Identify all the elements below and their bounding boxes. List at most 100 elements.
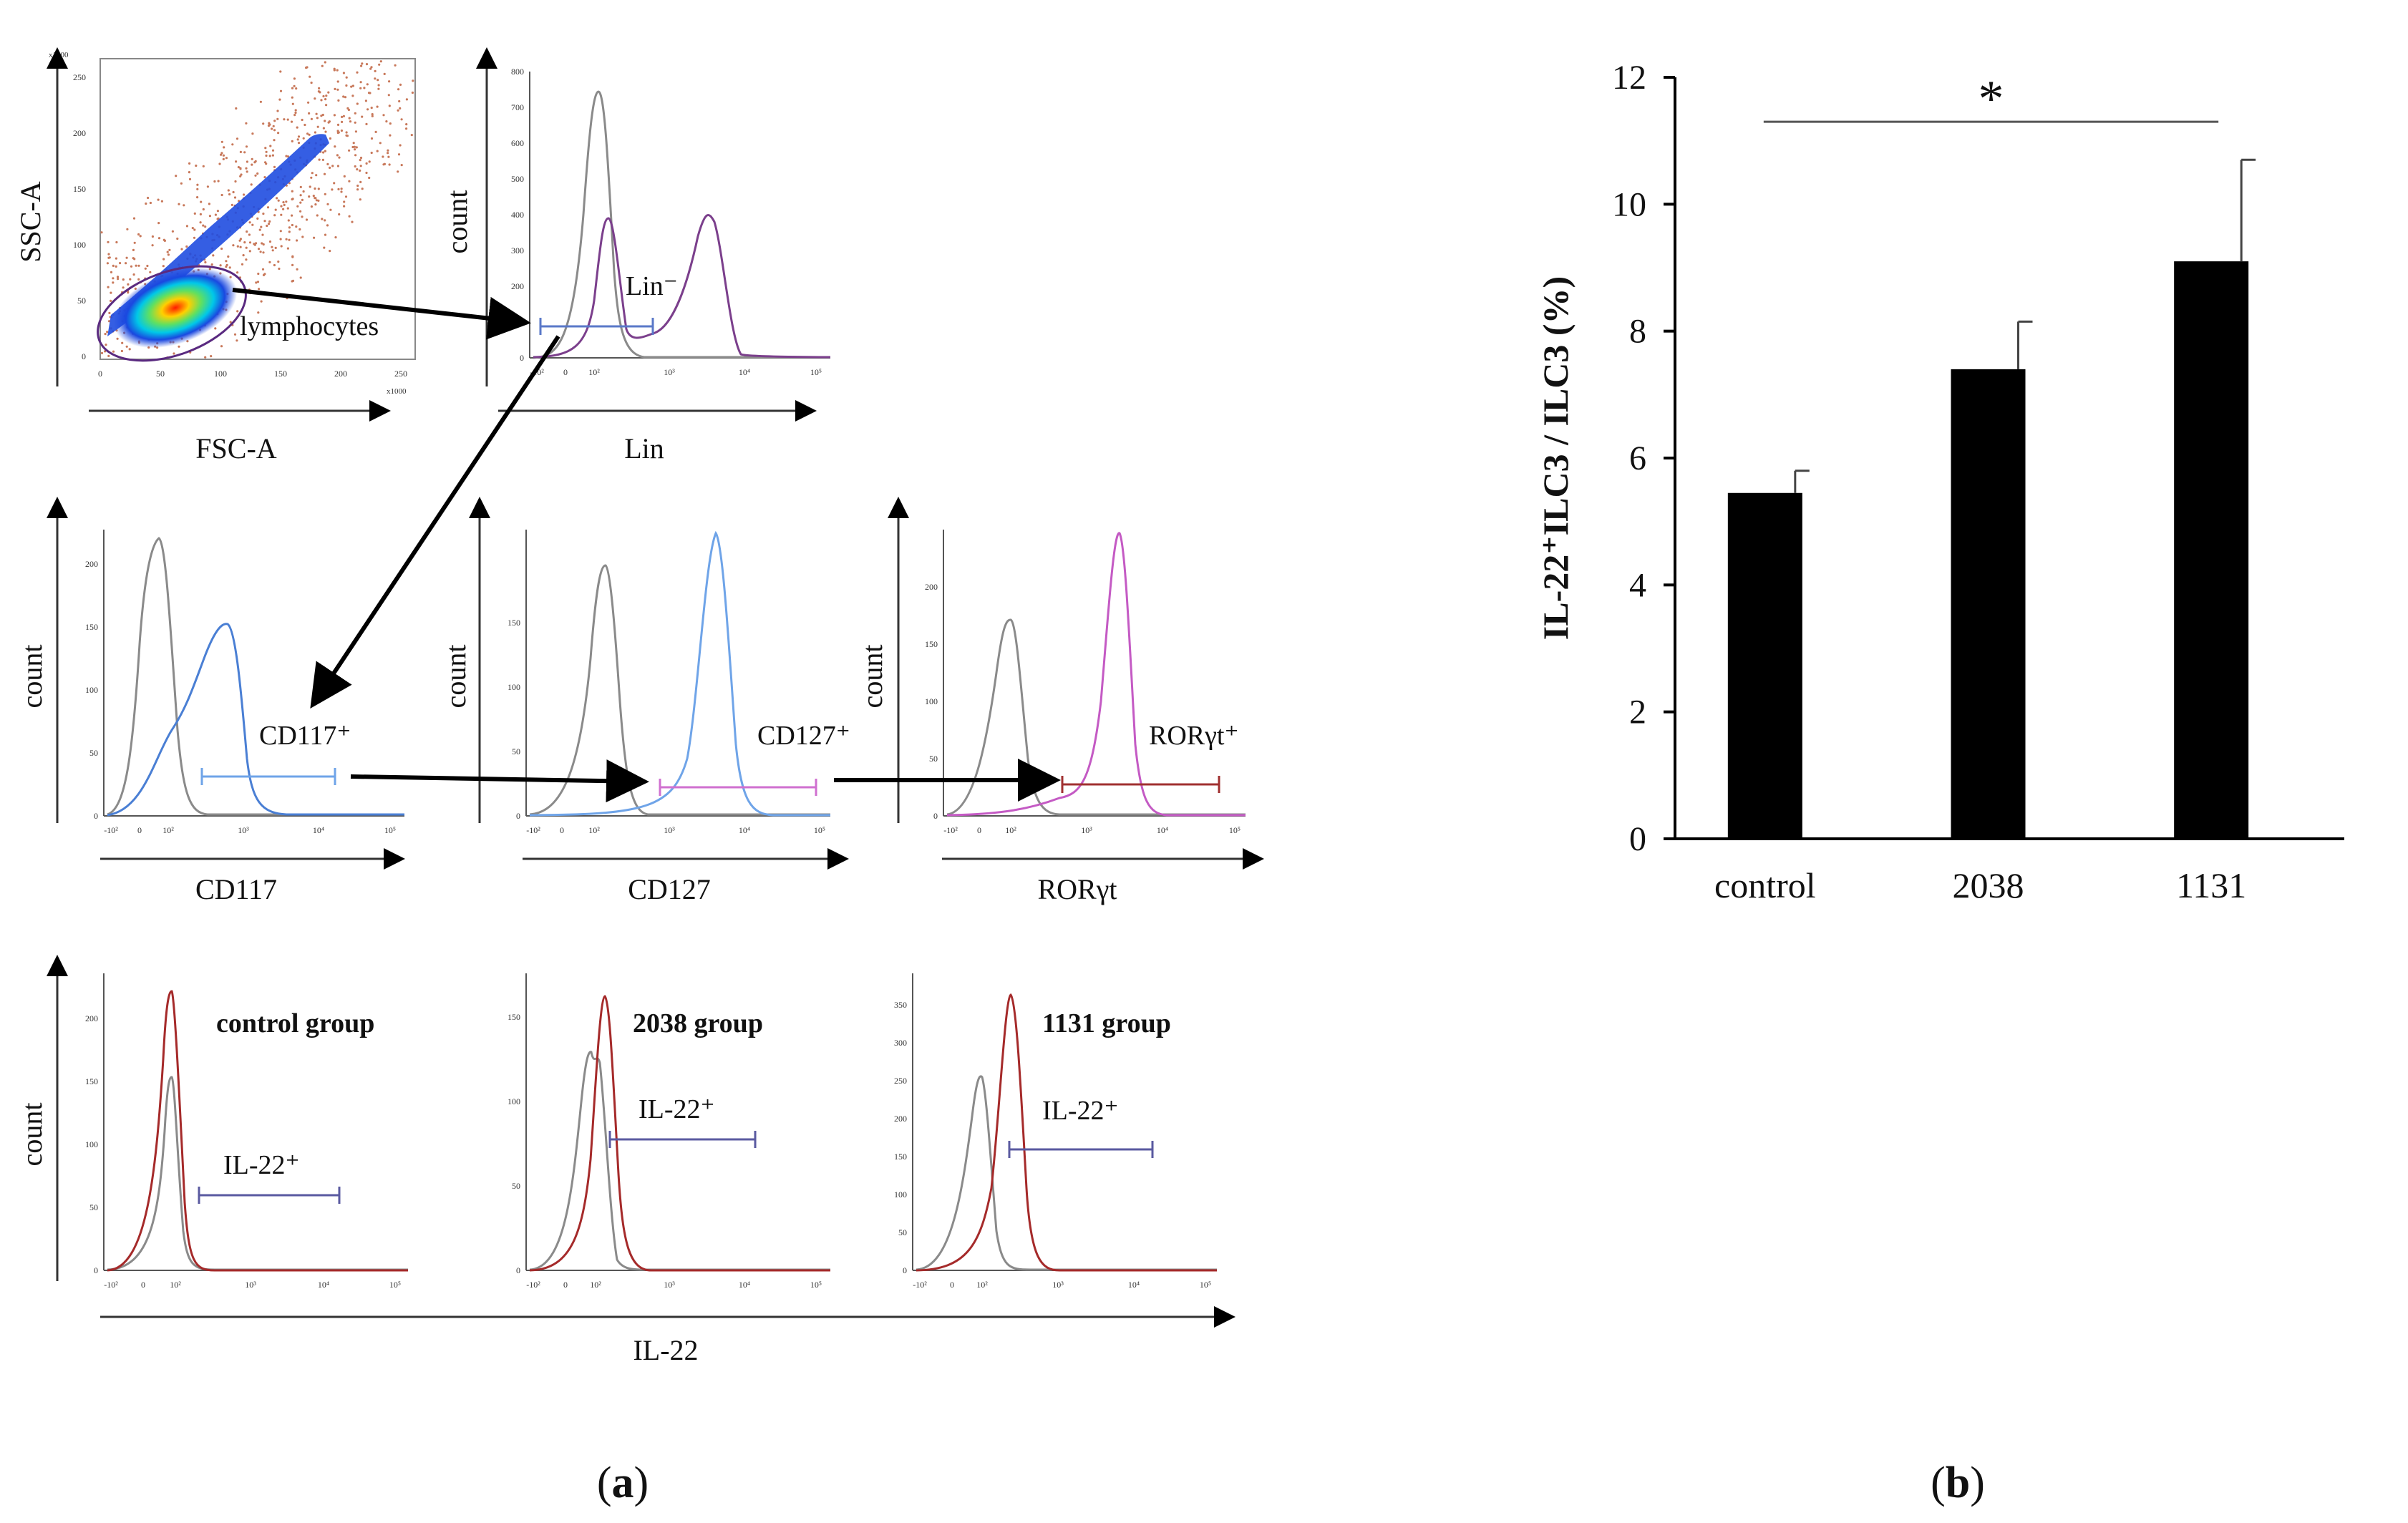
lin-count-label: count — [441, 190, 473, 254]
event-dot — [296, 126, 298, 129]
x-tick: 10³ — [664, 367, 675, 377]
event-dot — [313, 236, 316, 239]
event-dot — [268, 240, 272, 243]
event-dot — [230, 203, 233, 206]
panel-a-caption: (a) — [597, 1459, 649, 1507]
event-dot — [246, 160, 248, 163]
event-dot — [273, 263, 276, 267]
il22-control-isotype — [107, 1076, 408, 1271]
event-dot — [253, 243, 256, 245]
cd117-stained-curve — [107, 623, 404, 817]
event-dot — [317, 188, 320, 190]
lin-stained-curve — [533, 214, 831, 359]
y-tick: 200 — [85, 559, 98, 569]
event-dot — [298, 228, 301, 231]
event-dot — [112, 350, 115, 353]
x-tick: 10² — [976, 1280, 988, 1290]
event-dot — [310, 205, 313, 208]
event-dot — [273, 214, 276, 217]
event-dot — [163, 239, 166, 242]
event-dot — [328, 120, 331, 123]
y-tick: 100 — [85, 685, 98, 695]
y-tick: 100 — [508, 1096, 520, 1106]
lin-gate-label: Lin⁻ — [626, 271, 678, 301]
x-tick: 10³ — [1081, 825, 1092, 835]
event-dot — [110, 299, 112, 302]
event-dot — [316, 214, 319, 217]
cd127-histogram: CD127⁺ 0 50 100 150 -10² 0 10² 10³ 10⁴ 1… — [440, 497, 850, 905]
event-dot — [354, 154, 357, 157]
event-dot — [254, 160, 257, 162]
event-dot — [326, 162, 329, 165]
bar-category-labels: control 2038 1131 — [1714, 865, 2246, 905]
event-dot — [228, 193, 231, 196]
event-dot — [199, 213, 202, 215]
event-dot — [374, 77, 377, 80]
event-dot — [262, 243, 265, 246]
cd117-count-label: count — [16, 645, 48, 709]
event-dot — [259, 250, 262, 253]
event-dot — [278, 98, 281, 101]
il22-control-stained — [107, 990, 408, 1272]
event-dot — [220, 193, 223, 197]
event-dot — [364, 99, 367, 102]
event-dot — [397, 170, 399, 173]
event-dot — [323, 172, 326, 175]
y-tick: 0 — [82, 351, 86, 361]
event-dot — [365, 162, 368, 165]
event-dot — [382, 155, 384, 158]
event-dot — [260, 225, 263, 228]
event-dot — [104, 333, 107, 336]
event-dot — [116, 337, 119, 340]
event-dot — [274, 208, 277, 211]
event-dot — [239, 167, 242, 170]
il22-control-y-ticks: 0 50 100 150 200 — [85, 1013, 98, 1275]
y-tick: 150 — [508, 1012, 520, 1022]
event-dot — [133, 241, 136, 244]
x-tick: 10⁴ — [1157, 825, 1168, 835]
x-tick: -10² — [943, 825, 958, 835]
y-tick: 200 — [925, 582, 938, 592]
event-dot — [234, 180, 237, 183]
event-dot — [276, 110, 279, 112]
event-dot — [321, 218, 324, 220]
event-dot — [129, 278, 132, 281]
event-dot — [200, 200, 203, 203]
event-dot — [279, 230, 282, 233]
event-dot — [151, 235, 154, 238]
event-dot — [269, 145, 272, 147]
event-dot — [125, 256, 128, 259]
event-dot — [218, 162, 221, 165]
event-dot — [333, 67, 336, 70]
panel-a-open: ( — [597, 1459, 612, 1507]
event-dot — [309, 185, 311, 188]
event-dot — [360, 64, 363, 67]
event-dot — [282, 208, 285, 210]
event-dot — [119, 262, 122, 265]
event-dot — [387, 152, 389, 155]
event-dot — [343, 175, 346, 177]
event-dot — [122, 278, 125, 281]
event-dot — [354, 121, 356, 124]
event-dot — [299, 210, 302, 213]
event-dot — [336, 80, 339, 83]
event-dot — [245, 167, 248, 170]
il22-1131-gate-label: IL-22⁺ — [1042, 1096, 1119, 1126]
event-dot — [293, 77, 296, 80]
event-dot — [263, 176, 266, 179]
x-tick: 10³ — [664, 1280, 675, 1290]
x-tick: 10⁵ — [814, 825, 825, 835]
event-dot — [291, 140, 293, 142]
event-dot — [321, 113, 324, 117]
event-dot — [268, 155, 271, 157]
event-dot — [245, 246, 248, 249]
y-tick: 200 — [511, 281, 524, 291]
event-dot — [246, 230, 248, 233]
event-dot — [354, 112, 356, 115]
y-multiplier: x1000 — [49, 51, 69, 59]
event-dot — [176, 237, 179, 240]
cd117-x-ticks: -10² 0 10² 10³ 10⁴ 10⁵ — [104, 825, 396, 835]
ssc-axis-label: SSC-A — [14, 181, 47, 262]
event-dot — [107, 354, 110, 357]
event-dot — [348, 117, 351, 120]
